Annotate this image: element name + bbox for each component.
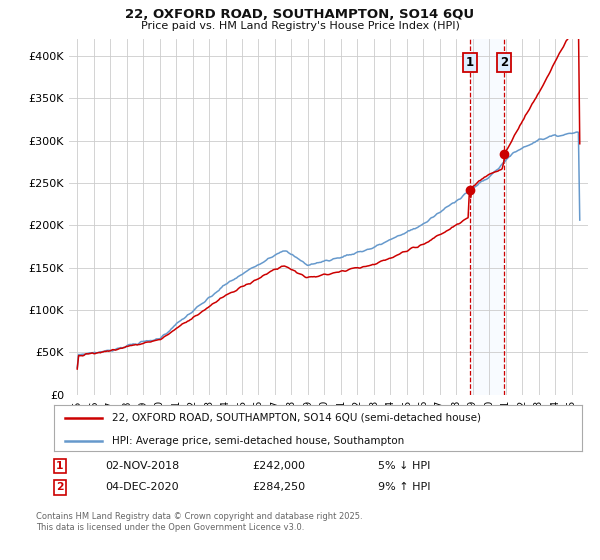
- Text: Price paid vs. HM Land Registry's House Price Index (HPI): Price paid vs. HM Land Registry's House …: [140, 21, 460, 31]
- Text: HPI: Average price, semi-detached house, Southampton: HPI: Average price, semi-detached house,…: [112, 436, 404, 446]
- Text: 22, OXFORD ROAD, SOUTHAMPTON, SO14 6QU: 22, OXFORD ROAD, SOUTHAMPTON, SO14 6QU: [125, 8, 475, 21]
- Text: 1: 1: [56, 461, 64, 471]
- Text: 2: 2: [56, 482, 64, 492]
- Text: 1: 1: [466, 57, 474, 69]
- Text: 9% ↑ HPI: 9% ↑ HPI: [378, 482, 431, 492]
- Text: £242,000: £242,000: [252, 461, 305, 471]
- Text: 04-DEC-2020: 04-DEC-2020: [105, 482, 179, 492]
- Text: 5% ↓ HPI: 5% ↓ HPI: [378, 461, 430, 471]
- Text: 2: 2: [500, 57, 508, 69]
- Bar: [470, 39, 505, 395]
- Text: £284,250: £284,250: [252, 482, 305, 492]
- Text: 02-NOV-2018: 02-NOV-2018: [105, 461, 179, 471]
- Text: 22, OXFORD ROAD, SOUTHAMPTON, SO14 6QU (semi-detached house): 22, OXFORD ROAD, SOUTHAMPTON, SO14 6QU (…: [112, 413, 481, 423]
- Text: Contains HM Land Registry data © Crown copyright and database right 2025.
This d: Contains HM Land Registry data © Crown c…: [36, 512, 362, 532]
